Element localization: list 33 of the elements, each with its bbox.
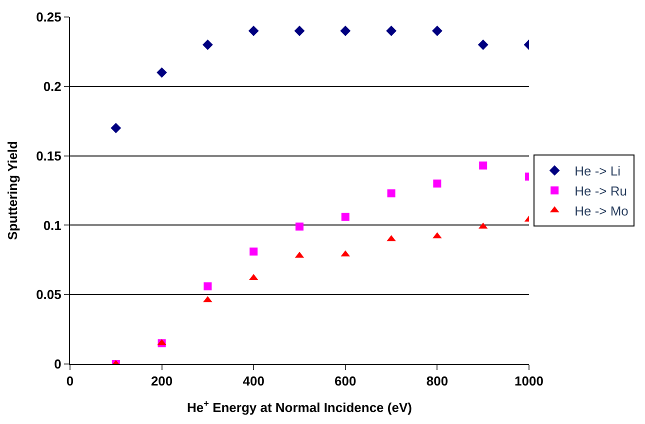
x-tick-label: 1000 <box>514 374 544 389</box>
point <box>250 248 258 256</box>
x-tick-label: 600 <box>334 374 356 389</box>
x-tick-label: 0 <box>66 374 74 389</box>
point <box>156 67 167 78</box>
point <box>110 122 122 134</box>
x-tick-label: 200 <box>150 374 173 389</box>
y-tick-label: 0.05 <box>36 287 62 302</box>
x-tick-label: 800 <box>426 374 448 389</box>
y-tick-label: 0 <box>54 356 62 372</box>
point <box>387 189 396 198</box>
point <box>341 212 350 221</box>
point <box>248 26 259 36</box>
legend-label: He -> Li <box>574 164 621 179</box>
legend-label: He -> Mo <box>574 203 628 218</box>
point <box>433 180 442 188</box>
point <box>202 40 213 50</box>
legend-label: He -> Ru <box>574 183 627 198</box>
point <box>296 222 304 231</box>
y-tick-label: 0.1 <box>43 218 62 233</box>
y-tick-label: 0.25 <box>36 10 62 25</box>
point <box>204 282 212 290</box>
x-tick-label: 400 <box>242 374 264 389</box>
point <box>432 26 442 36</box>
y-axis-title: Sputtering Yield <box>5 140 20 240</box>
point <box>340 26 351 36</box>
point <box>294 26 305 36</box>
point <box>478 40 488 50</box>
x-axis-title: He$^{+}$ Energy at Normal Incidence (eV) <box>187 398 412 416</box>
y-tick-label: 0.15 <box>36 148 62 164</box>
point <box>479 162 488 170</box>
point <box>386 26 396 36</box>
y-tick-label: 0.2 <box>43 78 62 94</box>
